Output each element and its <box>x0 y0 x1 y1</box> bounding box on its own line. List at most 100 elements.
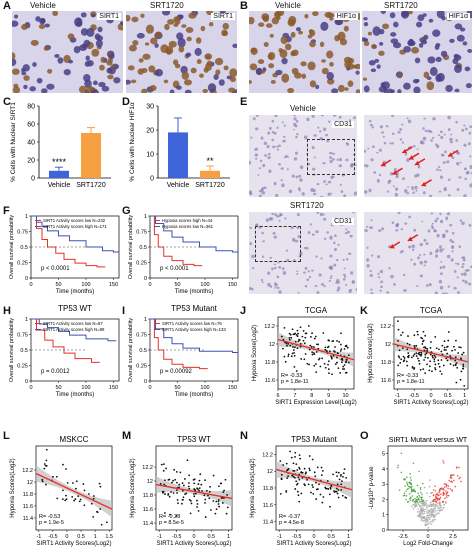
y-tick-label: 0.25 <box>136 364 147 370</box>
data-point <box>419 368 422 371</box>
data-point <box>340 361 343 364</box>
data-point <box>418 353 421 356</box>
legend-label: Hypoxia scores high N=44 <box>162 218 213 223</box>
nucleus <box>439 212 442 216</box>
nucleus <box>407 186 410 188</box>
data-point <box>186 459 189 462</box>
nucleus <box>268 126 272 131</box>
data-point <box>439 370 442 373</box>
nucleus <box>438 279 443 284</box>
data-point <box>100 523 103 526</box>
nucleus <box>291 174 295 178</box>
marker-tag-sirt1: SIRT1 <box>211 13 235 20</box>
data-point <box>172 479 175 482</box>
nucleus <box>401 11 409 18</box>
gene-point <box>430 492 432 495</box>
panel-letter-J: J <box>240 305 247 317</box>
nucleus <box>466 170 470 174</box>
data-point <box>398 356 401 359</box>
gene-point <box>450 480 452 483</box>
data-point <box>78 500 81 503</box>
data-point <box>442 364 445 367</box>
nucleus <box>439 272 443 276</box>
data-point <box>314 475 317 478</box>
data-point <box>295 333 298 336</box>
data-point <box>437 362 440 365</box>
stained-nucleus <box>312 11 319 17</box>
nucleus <box>364 164 366 167</box>
nucleus <box>438 245 442 249</box>
data-point <box>62 463 64 466</box>
gene-point <box>422 506 424 509</box>
nucleus <box>369 274 374 277</box>
y-tick-label: 12 <box>147 479 153 485</box>
nucleus <box>329 151 333 155</box>
gene-point <box>445 502 448 504</box>
data-point <box>174 478 177 481</box>
data-point <box>424 356 427 359</box>
data-point <box>55 475 58 478</box>
x-tick-label: 150 <box>109 282 118 288</box>
panel-E-vehicle-title: Vehicle <box>290 104 316 113</box>
nucleus <box>371 126 375 129</box>
arrow-head <box>392 170 398 175</box>
stained-nucleus <box>307 61 316 71</box>
nucleus <box>329 265 333 270</box>
nucleus <box>469 155 472 158</box>
nucleus <box>355 288 357 291</box>
nucleus <box>307 231 311 235</box>
arrow-head <box>448 152 454 157</box>
data-point <box>193 488 196 491</box>
data-point <box>315 363 317 365</box>
nucleus <box>455 121 459 124</box>
y-axis-label: Hypoxia Scores(Log2) <box>10 458 16 517</box>
gene-point <box>458 466 460 469</box>
nucleus <box>449 38 455 43</box>
gene-point <box>426 506 429 509</box>
data-point <box>301 335 304 338</box>
nucleus <box>255 127 259 131</box>
gene-point <box>419 511 421 514</box>
nucleus <box>364 149 367 153</box>
y-tick-label: 20 <box>27 158 35 165</box>
nucleus <box>431 136 435 139</box>
y-axis-label: -Log10^ p-value <box>369 466 375 510</box>
y-tick-label: 80 <box>27 104 35 111</box>
data-point <box>401 331 404 334</box>
p-value: p = 0.0012 <box>41 369 70 375</box>
y-tick-label: 11.4 <box>23 516 33 522</box>
stained-nucleus <box>347 80 354 88</box>
nucleus <box>470 172 472 175</box>
stained-nucleus <box>138 58 144 63</box>
gene-point <box>422 520 425 522</box>
nucleus <box>261 231 264 235</box>
gene-point <box>426 512 428 514</box>
gene-point <box>419 496 421 498</box>
nucleus <box>329 159 333 164</box>
nucleus <box>273 266 277 270</box>
nucleus <box>381 227 384 231</box>
nucleus <box>467 142 471 146</box>
data-point <box>428 369 431 372</box>
data-point <box>434 336 437 338</box>
nucleus <box>273 181 277 186</box>
stained-nucleus <box>196 59 202 65</box>
data-point <box>160 463 163 466</box>
nucleus <box>393 21 399 28</box>
nucleus <box>461 128 465 132</box>
nucleus <box>463 272 467 276</box>
x-tick-label: -1 <box>277 534 282 540</box>
gene-point <box>409 499 412 502</box>
stained-nucleus <box>142 53 151 60</box>
gene-point <box>443 504 446 506</box>
nucleus <box>365 225 369 228</box>
nucleus <box>261 281 264 284</box>
gene-point <box>414 497 416 500</box>
nucleus <box>44 23 50 28</box>
gene-point <box>445 494 448 496</box>
data-point <box>45 448 48 451</box>
y-axis-label: Hypoxia Scores(Log2) <box>368 323 374 382</box>
nucleus <box>80 12 87 18</box>
nucleus <box>338 164 342 168</box>
stained-nucleus <box>30 39 39 46</box>
